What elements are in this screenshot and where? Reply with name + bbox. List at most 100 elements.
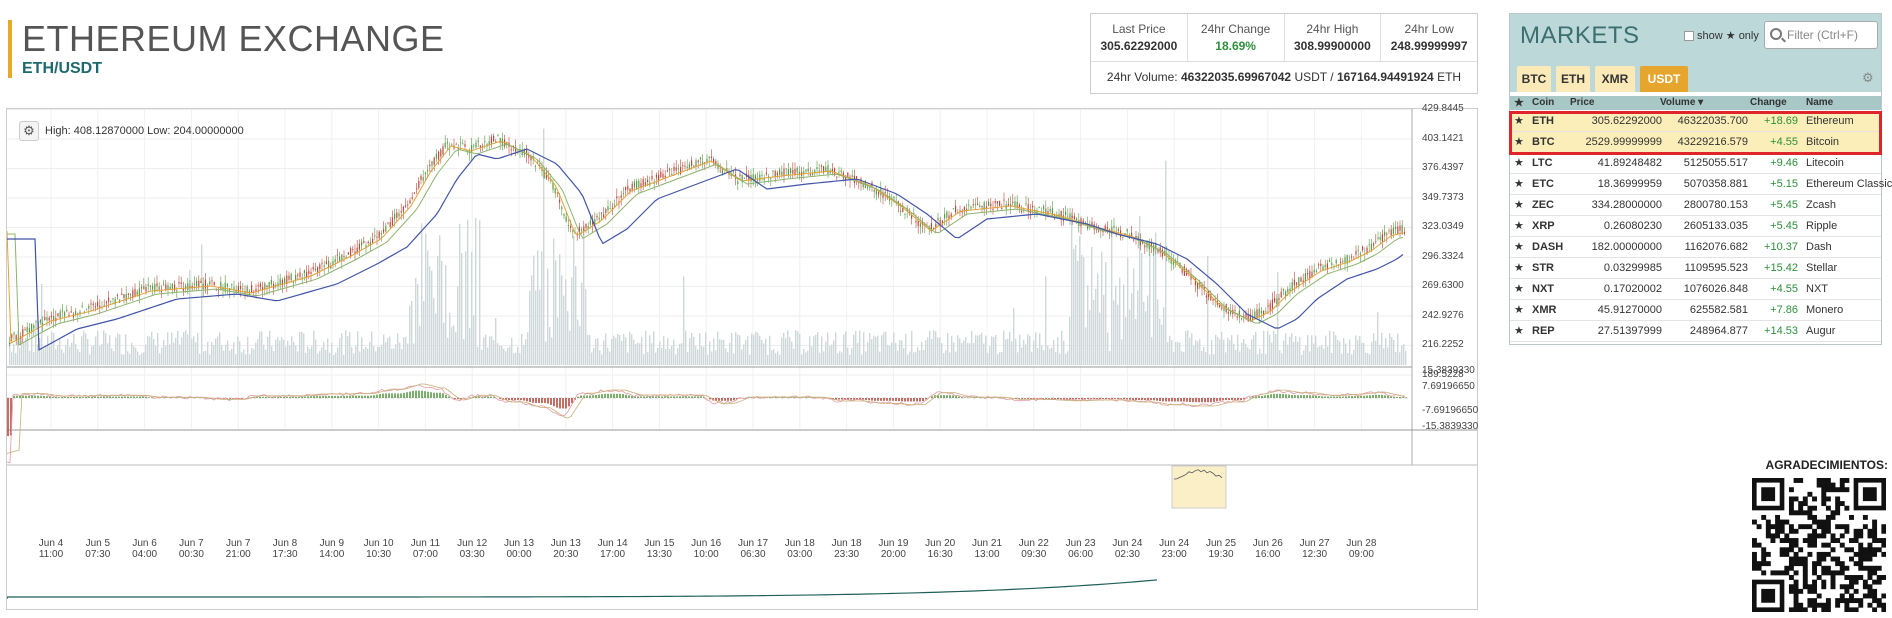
x-tick-date: Jun 9 [319, 538, 345, 549]
change: +5.45 [1770, 220, 1798, 232]
col-volume[interactable]: Volume ▾ [1660, 96, 1703, 110]
market-row-zec[interactable]: ★ ZEC 334.28000000 2800780.153 +5.45 Zcash [1510, 195, 1881, 216]
qr-code [1752, 478, 1886, 612]
x-tick-date: Jun 13 [550, 538, 581, 549]
col-change[interactable]: Change [1750, 97, 1787, 108]
market-row-str[interactable]: ★ STR 0.03299985 1109595.523 +15.42 Stellar [1510, 258, 1881, 279]
only-label: only [1738, 29, 1759, 42]
market-row-nxt[interactable]: ★ NXT 0.17020002 1076026.848 +4.55 NXT [1510, 279, 1881, 300]
y-tick-label: 429.8445 [1422, 103, 1464, 114]
search-icon [1770, 28, 1782, 40]
volume-separator: / [1330, 70, 1334, 84]
coin: DASH [1532, 241, 1564, 253]
stats-panel: Last Price 305.62292000 24hr Change 18.6… [1090, 13, 1478, 94]
show-starred-checkbox[interactable] [1684, 30, 1694, 41]
filter-input[interactable]: Filter (Ctrl+F) [1764, 21, 1878, 49]
price: 45.91270000 [1597, 304, 1662, 316]
x-tick-date: Jun 19 [878, 538, 909, 549]
market-row-eth[interactable]: ★ ETH 305.62292000 46322035.700 +18.69 Ethere… [1510, 111, 1881, 132]
market-row-dash[interactable]: ★ DASH 182.00000000 1162076.682 +10.37 Dash [1510, 237, 1881, 258]
pair-label: ETH/USDT [22, 60, 102, 77]
change: +4.55 [1770, 136, 1798, 148]
market-row-rep[interactable]: ★ REP 27.51397999 248964.877 +14.53 Augur [1510, 321, 1881, 342]
x-tick-time: 17:00 [600, 549, 626, 560]
star-icon[interactable]: ★ [1514, 199, 1524, 211]
star-icon[interactable]: ★ [1514, 157, 1524, 169]
x-tick-date: Jun 26 [1252, 538, 1283, 549]
x-tick-time: 10:30 [366, 549, 392, 560]
x-tick-label: Jun 24 02:30 [1097, 538, 1157, 560]
change: +10.37 [1764, 241, 1798, 253]
stat-last-price: Last Price 305.62292000 [1091, 14, 1188, 61]
x-tick-date: Jun 15 [644, 538, 675, 549]
x-tick-date: Jun 24 [1112, 538, 1143, 549]
x-tick-label: Jun 7 21:00 [208, 538, 268, 560]
volume-label: 24hr Volume: [1106, 70, 1178, 84]
col-price[interactable]: Price [1570, 97, 1595, 108]
star-icon[interactable]: ★ [1514, 262, 1524, 274]
star-icon[interactable]: ★ [1514, 283, 1524, 295]
macd-tick-label: -15.3839330 [1422, 421, 1479, 432]
col-volume-label: Volume [1660, 97, 1696, 108]
volume-usdt-unit: USDT [1294, 70, 1327, 84]
star-icon[interactable]: ★ [1514, 178, 1524, 190]
price-chart[interactable]: ⚙ High: 408.12870000 Low: 204.00000000 4… [6, 103, 1479, 610]
coin: ETH [1532, 115, 1554, 127]
show-starred-toggle[interactable]: show ★ only [1684, 29, 1759, 42]
market-row-xrp[interactable]: ★ XRP 0.26080230 2605133.035 +5.45 Ripple [1510, 216, 1881, 237]
x-tick-label: Jun 26 16:00 [1238, 538, 1298, 560]
qr-label: AGRADECIMIENTOS: [1765, 458, 1888, 472]
x-tick-label: Jun 19 20:00 [863, 538, 923, 560]
x-tick-label: Jun 23 06:00 [1051, 538, 1111, 560]
x-tick-label: Jun 9 14:00 [302, 538, 362, 560]
coin: REP [1532, 325, 1555, 337]
gear-icon[interactable]: ⚙ [19, 121, 39, 141]
x-tick-date: Jun 21 [971, 538, 1003, 549]
y-tick-label: 403.1421 [1422, 132, 1464, 144]
x-tick-time: 13:30 [646, 549, 672, 560]
x-tick-label: Jun 10 10:30 [349, 538, 409, 560]
y-tick-label: 296.3324 [1422, 250, 1464, 262]
x-tick-label: Jun 27 12:30 [1285, 538, 1345, 560]
y-tick-label: 376.4397 [1422, 162, 1464, 173]
coin-name: Ethereum [1806, 115, 1854, 127]
star-icon[interactable]: ★ [1514, 115, 1524, 127]
tab-eth[interactable]: ETH [1556, 66, 1590, 92]
market-row-btc[interactable]: ★ BTC 2529.99999999 43229216.579 +4.55 Bitcoi… [1510, 132, 1881, 153]
markets-title: MARKETS [1520, 22, 1640, 49]
x-tick-time: 00:30 [178, 549, 204, 560]
x-tick-date: Jun 27 [1299, 538, 1330, 549]
change: +5.45 [1770, 199, 1798, 211]
x-tick-time: 04:00 [132, 549, 158, 560]
star-icon[interactable]: ★ [1514, 241, 1524, 253]
star-icon[interactable]: ★ [1514, 97, 1524, 109]
col-name[interactable]: Name [1806, 97, 1834, 108]
stat-value: 308.99900000 [1294, 39, 1371, 53]
volume-eth-unit: ETH [1437, 70, 1462, 84]
stat-24h-change: 24hr Change 18.69% [1188, 14, 1285, 61]
y-tick-label: 269.6300 [1422, 280, 1464, 291]
tab-btc[interactable]: BTC [1517, 66, 1551, 92]
chart-canvas[interactable] [7, 109, 1477, 609]
price: 27.51397999 [1597, 325, 1662, 337]
market-row-etc[interactable]: ★ ETC 18.36999959 5070358.881 +5.15 Ethereum … [1510, 174, 1892, 195]
coin-name: Bitcoin [1806, 136, 1840, 148]
tab-xmr[interactable]: XMR [1595, 66, 1635, 92]
x-tick-date: Jun 24 [1159, 538, 1190, 549]
x-tick-time: 13:00 [974, 549, 1000, 560]
x-tick-time: 02:30 [1114, 549, 1140, 560]
gear-icon[interactable]: ⚙ [1862, 70, 1874, 85]
market-row-xmr[interactable]: ★ XMR 45.91270000 625582.581 +7.86 Monero [1510, 300, 1881, 321]
x-tick-time: 06:00 [1068, 549, 1094, 560]
sort-down-icon: ▾ [1698, 97, 1704, 108]
star-icon[interactable]: ★ [1514, 220, 1524, 232]
tab-usdt[interactable]: USDT [1640, 66, 1688, 92]
price: 41.89248482 [1597, 157, 1662, 169]
star-icon[interactable]: ★ [1514, 325, 1524, 337]
market-row-ltc[interactable]: ★ LTC 41.89248482 5125055.517 +9.46 Litecoin [1510, 153, 1881, 174]
col-coin[interactable]: Coin [1532, 97, 1555, 108]
x-tick-date: Jun 12 [457, 538, 488, 549]
star-icon[interactable]: ★ [1514, 304, 1524, 316]
stat-label: 24hr High [1306, 22, 1359, 36]
star-icon[interactable]: ★ [1514, 136, 1524, 148]
